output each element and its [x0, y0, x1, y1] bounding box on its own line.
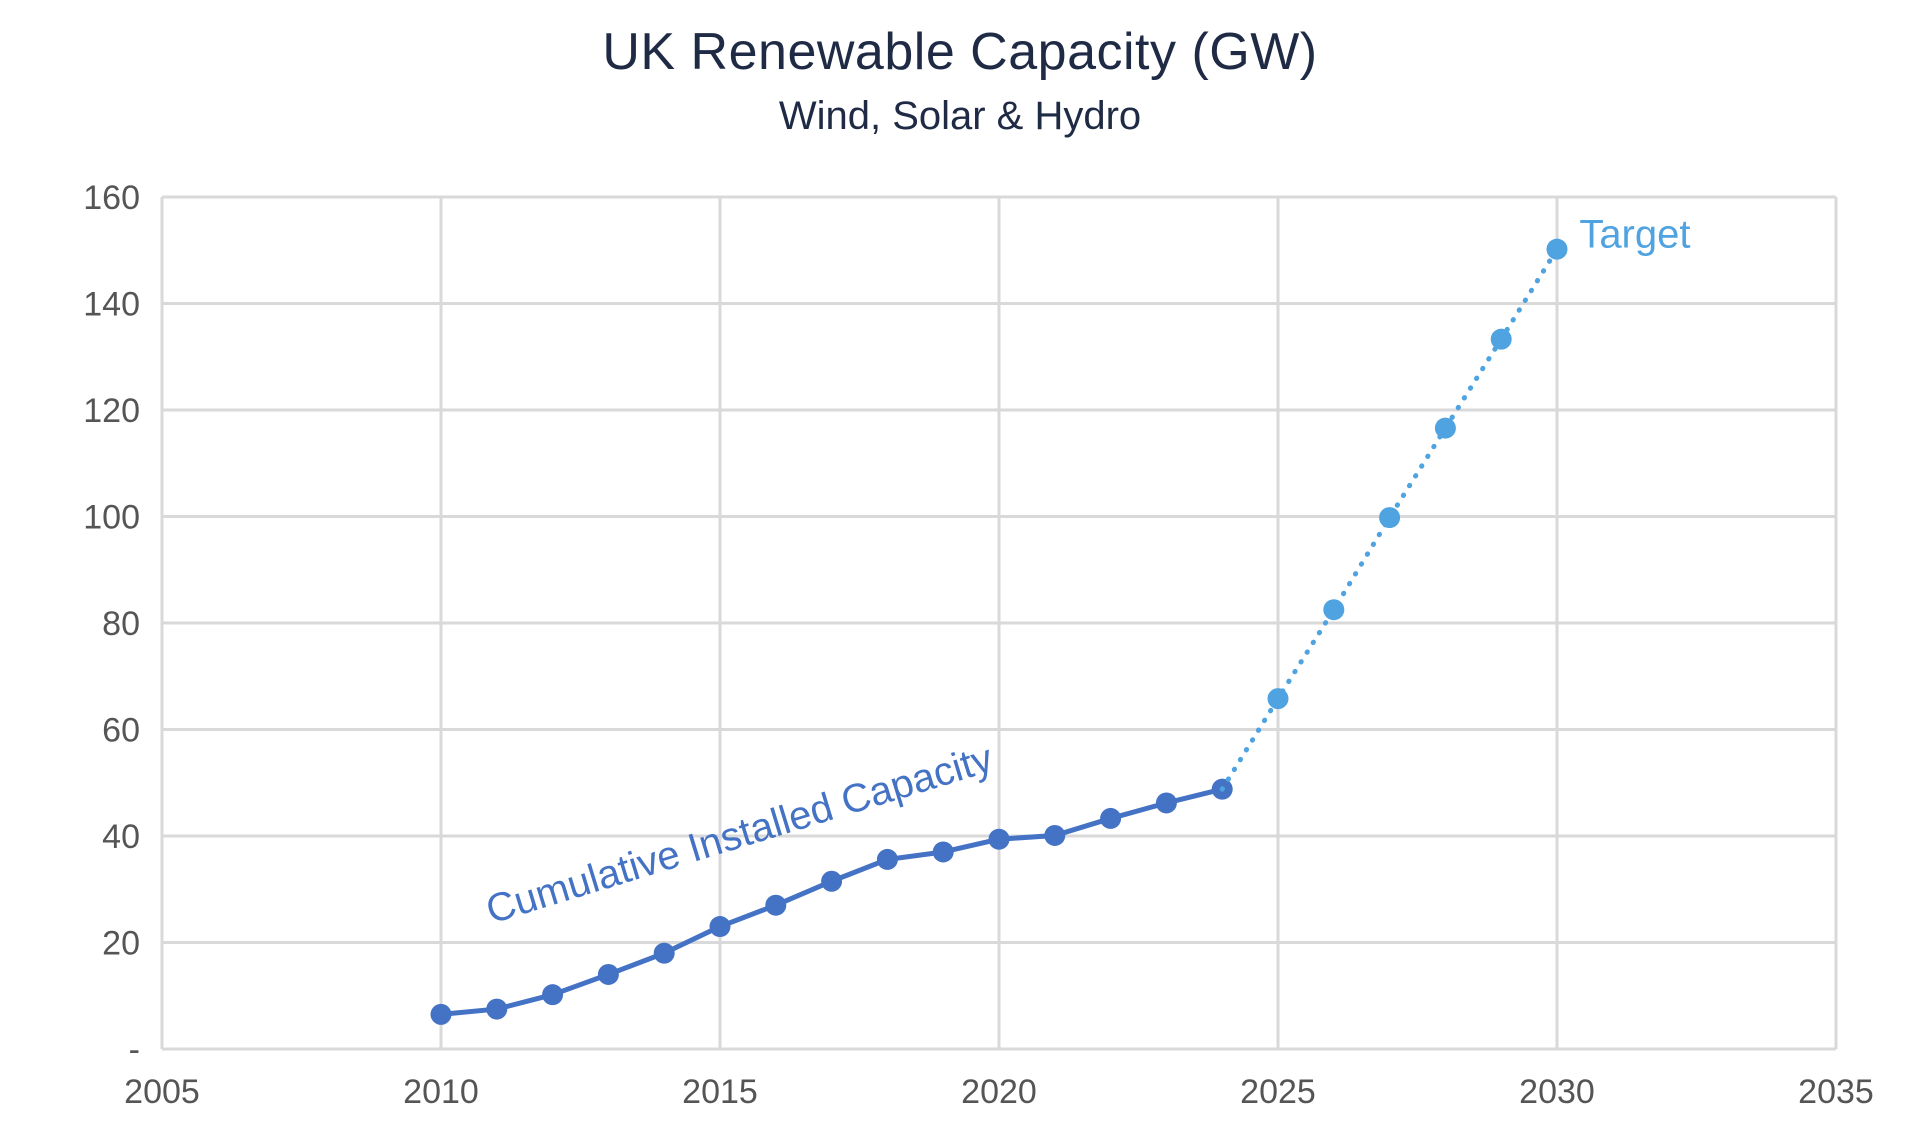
chart-title: UK Renewable Capacity (GW)	[602, 23, 1318, 81]
y-tick-label: 160	[83, 179, 140, 217]
data-point	[988, 828, 1010, 850]
data-point	[542, 984, 564, 1006]
data-point	[1155, 792, 1177, 814]
data-point	[1100, 807, 1122, 829]
data-point	[709, 916, 731, 938]
annotation-label: Target	[1579, 213, 1690, 257]
x-tick-label: 2035	[1798, 1073, 1874, 1111]
data-point	[1044, 824, 1066, 846]
y-tick-label: 80	[102, 605, 140, 643]
x-tick-label: 2015	[682, 1073, 758, 1111]
data-point	[486, 998, 508, 1020]
data-point	[821, 870, 843, 892]
chart-subtitle: Wind, Solar & Hydro	[778, 94, 1142, 138]
data-point	[876, 848, 898, 870]
y-tick-label: 60	[102, 712, 140, 750]
y-tick-label: 20	[102, 925, 140, 963]
data-point	[597, 963, 619, 985]
data-point	[1490, 328, 1512, 350]
y-tick-label: 120	[83, 392, 140, 430]
data-point	[1546, 238, 1568, 260]
series-layer	[430, 238, 1568, 1025]
grid-layer	[160, 195, 1838, 1051]
data-point	[430, 1003, 452, 1025]
data-point	[765, 894, 787, 916]
y-tick-label: -	[129, 1031, 140, 1069]
x-tick-label: 2010	[403, 1073, 479, 1111]
x-tick-label: 2030	[1519, 1073, 1595, 1111]
y-tick-label: 140	[83, 286, 140, 324]
data-point	[653, 942, 675, 964]
x-tick-label: 2020	[961, 1073, 1037, 1111]
data-point	[1323, 599, 1345, 621]
axis-layer: - 20 40 60 80 100 120 140 160 2005 2010 2015 2020 202…	[83, 179, 1874, 1111]
y-tick-label: 40	[102, 818, 140, 856]
data-point	[1434, 417, 1456, 439]
annotation-label: Cumulative Installed Capacity	[481, 736, 998, 932]
data-point	[1267, 688, 1289, 710]
x-tick-label: 2005	[124, 1073, 200, 1111]
x-tick-label: 2025	[1240, 1073, 1316, 1111]
data-point	[1379, 507, 1401, 529]
y-tick-label: 100	[83, 499, 140, 537]
data-point	[932, 841, 954, 863]
